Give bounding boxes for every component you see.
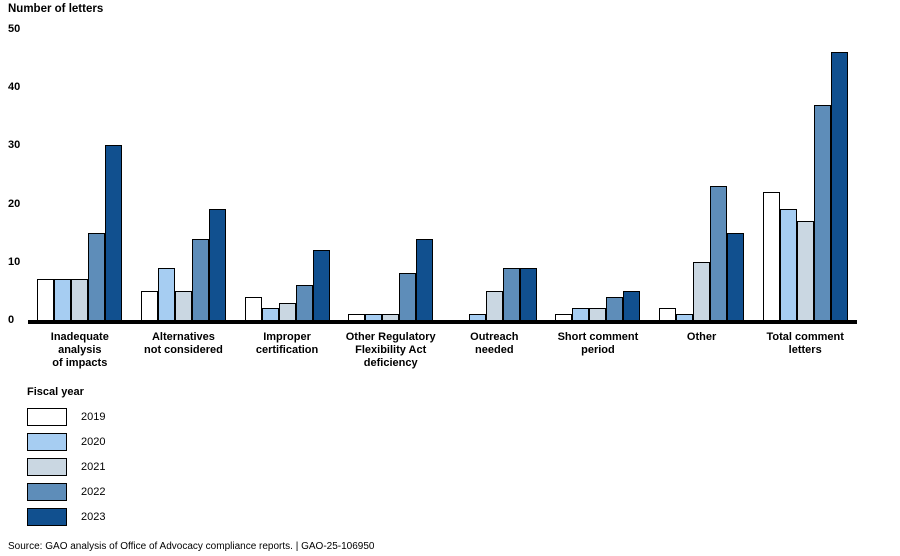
bar-2023 (830, 52, 848, 320)
legend-item: 2023 (27, 507, 105, 527)
bar-group (753, 29, 857, 320)
legend-swatch-2022 (27, 483, 67, 501)
bar-group (132, 29, 236, 320)
bar-group (235, 29, 339, 320)
bar-2022 (191, 239, 209, 320)
y-tick-label: 40 (8, 81, 21, 94)
x-axis-label: Other (686, 331, 717, 343)
bar-2022 (502, 268, 520, 320)
bar-2023 (105, 145, 123, 320)
legend-swatch-2019 (27, 408, 67, 426)
legend-label: 2019 (81, 411, 106, 423)
legend-label: 2020 (81, 436, 106, 448)
bar-2021 (71, 279, 89, 320)
bar-2022 (88, 233, 106, 320)
legend-item: 2021 (27, 457, 105, 477)
legend-item: 2022 (27, 482, 105, 502)
legend-item: 2019 (27, 407, 105, 427)
bar-2021 (693, 262, 711, 320)
y-tick-label: 30 (8, 139, 21, 152)
bar-2019 (659, 308, 677, 320)
legend-label: 2023 (81, 511, 106, 523)
x-axis-label: Total comment letters (766, 331, 844, 356)
bar-2023 (416, 239, 434, 320)
bar-2022 (295, 285, 313, 320)
bar-2020 (572, 308, 590, 320)
bar-2019 (555, 314, 573, 320)
x-axis-line (28, 320, 857, 324)
bar-2022 (710, 186, 728, 320)
x-axis-label: Short comment period (557, 331, 639, 356)
y-axis: 0 10 20 30 40 50 (0, 0, 26, 556)
y-tick-label: 20 (8, 197, 21, 210)
bar-2023 (519, 268, 537, 320)
bar-2022 (606, 297, 624, 320)
bar-2022 (399, 273, 417, 320)
legend-label: 2022 (81, 486, 106, 498)
x-axis-label: Inadequate analysis of impacts (50, 331, 109, 369)
bar-2019 (37, 279, 55, 320)
legend-label: 2021 (81, 461, 106, 473)
bar-2020 (54, 279, 72, 320)
bar-2021 (174, 291, 192, 320)
plot-area (28, 29, 857, 320)
bar-group (339, 29, 443, 320)
y-tick-label: 50 (8, 23, 21, 35)
x-axis-labels: Inadequate analysis of impacts Alternativ… (28, 331, 857, 370)
y-tick-label: 10 (8, 255, 21, 268)
bar-2020 (261, 308, 279, 320)
bar-group (650, 29, 754, 320)
bar-2023 (623, 291, 641, 320)
bar-2019 (244, 297, 262, 320)
bar-2020 (468, 314, 486, 320)
bar-2020 (157, 268, 175, 320)
bar-2023 (208, 209, 226, 320)
legend-swatch-2021 (27, 458, 67, 476)
legend-title: Fiscal year (27, 386, 84, 398)
legend-swatch-2020 (27, 433, 67, 451)
bar-2021 (382, 314, 400, 320)
bar-2019 (348, 314, 366, 320)
x-axis-label: Outreach needed (470, 331, 519, 356)
bar-2022 (813, 105, 831, 320)
bar-2023 (312, 250, 330, 320)
bar-2020 (365, 314, 383, 320)
x-axis-label: Improper certification (255, 331, 319, 356)
legend: Fiscal year 2019 2020 2021 2022 2023 (27, 386, 105, 532)
bar-group (546, 29, 650, 320)
bar-2020 (779, 209, 797, 320)
bar-2023 (727, 233, 745, 320)
bar-2019 (762, 192, 780, 320)
bar-2021 (589, 308, 607, 320)
legend-swatch-2023 (27, 508, 67, 526)
bar-2021 (485, 291, 503, 320)
bar-2020 (676, 314, 694, 320)
x-axis-label: Other Regulatory Flexibility Act deficie… (345, 331, 436, 369)
legend-items: 2019 2020 2021 2022 2023 (27, 407, 105, 527)
bar-group (28, 29, 132, 320)
legend-item: 2020 (27, 432, 105, 452)
bar-group (443, 29, 547, 320)
bar-2021 (278, 303, 296, 320)
chart-title: Number of letters (8, 3, 104, 15)
y-tick-label: 0 (8, 314, 15, 326)
bar-2021 (796, 221, 814, 320)
bar-2019 (140, 291, 158, 320)
source-note: Source: GAO analysis of Office of Advoca… (8, 541, 375, 552)
x-axis-label: Alternatives not considered (144, 331, 223, 356)
